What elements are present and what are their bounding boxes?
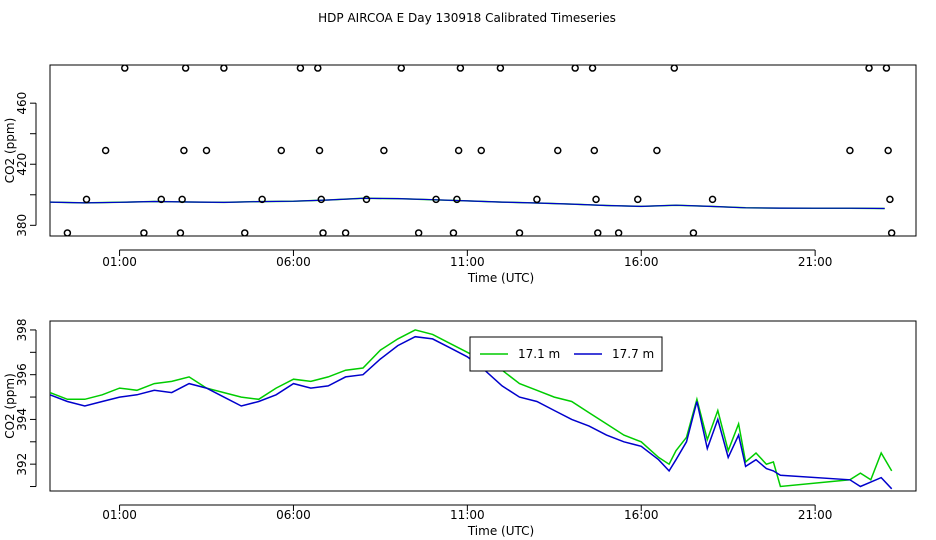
scatter-point xyxy=(258,195,266,204)
series-line-17-1m xyxy=(50,329,893,488)
top-data-area xyxy=(50,65,896,236)
scatter-point xyxy=(884,146,892,155)
scatter-point xyxy=(454,146,463,155)
top-xtick-label: 16:00 xyxy=(624,255,659,269)
top-ytick-label: 420 xyxy=(15,153,29,176)
bottom-ytick-label: 396 xyxy=(15,363,29,386)
scatter-point xyxy=(554,146,562,155)
bottom-xtick-label: 01:00 xyxy=(102,508,137,522)
scatter-point xyxy=(592,195,600,204)
scatter-point xyxy=(571,65,579,72)
scatter-point xyxy=(865,65,873,72)
top-plot-frame xyxy=(49,64,917,237)
bottom-data-area xyxy=(50,329,893,490)
top-flat-line-blue xyxy=(50,197,885,210)
figure-title: HDP AIRCOA E Day 130918 Calibrated Times… xyxy=(318,11,616,25)
scatter-point xyxy=(63,229,72,236)
legend: 17.1 m 17.7 m xyxy=(469,336,663,372)
top-x-axis-title: Time (UTC) xyxy=(467,271,534,285)
scatter-point xyxy=(414,229,423,236)
top-xtick-label: 21:00 xyxy=(798,255,833,269)
series-line-17-7m xyxy=(50,335,893,490)
scatter-point xyxy=(588,65,597,72)
top-xtick-label: 01:00 xyxy=(102,255,137,269)
scatter-point xyxy=(449,229,458,236)
top-flat-line-green xyxy=(50,197,885,210)
scatter-point xyxy=(121,65,129,72)
scatter-point xyxy=(882,65,891,72)
scatter-point xyxy=(380,146,388,155)
bottom-xtick-label: 11:00 xyxy=(450,508,485,522)
scatter-point xyxy=(319,229,327,236)
scatter-point xyxy=(296,65,305,72)
scatter-point xyxy=(515,229,524,236)
bottom-y-axis-title: CO2 (ppm) xyxy=(3,373,17,439)
scatter-point xyxy=(533,195,541,204)
bottom-ytick-label: 398 xyxy=(15,318,29,341)
scatter-point xyxy=(594,229,602,236)
scatter-point xyxy=(590,146,599,155)
scatter-point xyxy=(176,229,185,236)
scatter-point xyxy=(178,195,186,204)
scatter-point xyxy=(614,229,623,236)
bottom-x-axis-title: Time (UTC) xyxy=(467,524,534,538)
scatter-point xyxy=(314,65,322,72)
scatter-point xyxy=(317,195,326,204)
scatter-point xyxy=(887,229,896,236)
scatter-point xyxy=(886,195,894,204)
top-ytick-label: 460 xyxy=(15,92,29,115)
scatter-point xyxy=(453,195,461,204)
bottom-xtick-label: 06:00 xyxy=(276,508,311,522)
top-panel-scatter: 01:00 06:00 11:00 16:00 21:00 380 420 460 Time (… xyxy=(3,64,917,285)
scatter-point xyxy=(180,146,188,155)
scatter-point xyxy=(432,195,440,204)
bottom-ytick-label: 394 xyxy=(15,408,29,431)
top-ytick-label: 380 xyxy=(15,214,29,237)
bottom-xtick-label: 21:00 xyxy=(798,508,833,522)
top-xtick-label: 11:00 xyxy=(450,255,485,269)
scatter-point xyxy=(140,229,148,236)
bottom-ytick-label: 392 xyxy=(15,453,29,476)
scatter-point xyxy=(477,146,486,155)
scatter-point xyxy=(397,65,406,72)
scatter-point xyxy=(634,195,642,204)
scatter-point xyxy=(101,146,110,155)
scatter-point xyxy=(708,195,717,204)
scatter-point xyxy=(241,229,249,236)
bottom-plot-frame xyxy=(49,320,917,492)
scatter-point xyxy=(181,65,190,72)
scatter-point xyxy=(277,146,286,155)
scatter-point xyxy=(496,65,505,72)
bottom-panel-lines: 01:00 06:00 11:00 16:00 21:00 392 394 396 398 Tim… xyxy=(3,318,917,538)
top-xtick-label: 06:00 xyxy=(276,255,311,269)
legend-label: 17.1 m xyxy=(518,347,560,361)
scatter-point xyxy=(341,229,350,236)
scatter-point xyxy=(846,146,854,155)
scatter-point xyxy=(82,195,91,204)
top-y-axis-title: CO2 (ppm) xyxy=(3,118,17,184)
scatter-point xyxy=(362,195,371,204)
bottom-xtick-label: 16:00 xyxy=(624,508,659,522)
scatter-point xyxy=(157,195,166,204)
scatter-point xyxy=(456,65,465,72)
legend-label: 17.7 m xyxy=(612,347,654,361)
scatter-point xyxy=(202,146,211,155)
scatter-point xyxy=(315,146,324,155)
scatter-point xyxy=(689,229,698,236)
scatter-point xyxy=(220,65,228,72)
scatter-point xyxy=(653,146,661,155)
scatter-point xyxy=(670,65,679,72)
